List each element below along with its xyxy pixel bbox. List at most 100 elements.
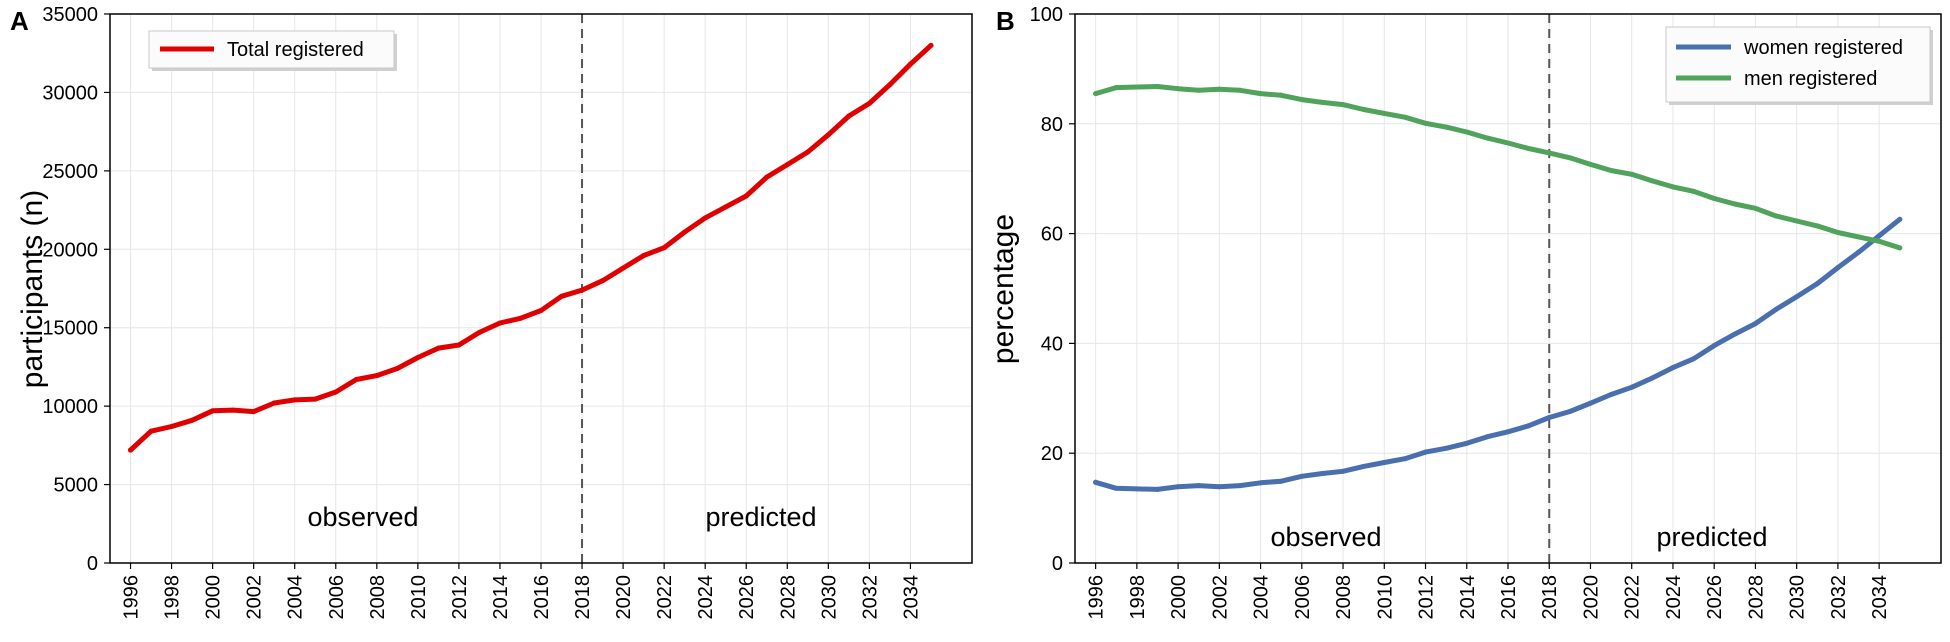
- panel-b-legend-label-women: women registered: [1743, 37, 1903, 59]
- panel-b-point-men-registered: [1258, 91, 1263, 96]
- panel-b-point-men-registered: [1629, 172, 1634, 177]
- panel-b-x-tick-label: 2034: [1869, 575, 1891, 620]
- panel-a-point-total-registered: [826, 132, 831, 137]
- panel-a-point-total-registered: [682, 230, 687, 235]
- panel-b-point-men-registered: [1114, 85, 1119, 90]
- panel-a-point-total-registered: [149, 429, 154, 434]
- panel-a-point-total-registered: [867, 101, 872, 106]
- panel-b-point-men-registered: [1753, 206, 1758, 211]
- panel-b-point-women-registered: [1506, 429, 1511, 434]
- panel-b-x-tick-label: 2030: [1787, 575, 1809, 620]
- panel-b-point-women-registered: [1423, 450, 1428, 455]
- panel-a-point-total-registered: [190, 418, 195, 423]
- panel-b-x-tick-label: 2006: [1292, 575, 1314, 620]
- figure: A 05000100001500020000250003000035000199…: [0, 0, 1950, 642]
- panel-b-point-women-registered: [1567, 409, 1572, 414]
- panel-b-point-women-registered: [1897, 217, 1902, 222]
- panel-b-x-tick-label: 2000: [1168, 575, 1190, 620]
- panel-b-point-men-registered: [1361, 107, 1366, 112]
- panel-b-x-tick-label: 2026: [1704, 575, 1726, 620]
- panel-b-point-men-registered: [1815, 223, 1820, 228]
- panel-b-legend: women registered men registered: [1666, 27, 1933, 105]
- panel-b-point-men-registered: [1567, 155, 1572, 160]
- panel-a-x-tick-label: 1996: [121, 575, 143, 620]
- panel-a-x-tick-label: 2014: [490, 575, 512, 620]
- panel-a-point-total-registered: [374, 373, 379, 378]
- panel-a-predicted-label: predicted: [705, 502, 816, 532]
- panel-a-point-total-registered: [518, 316, 523, 321]
- panel-a-chart: A 0 5000 10000 15000 20000 25000 30000 35000 199…: [10, 4, 972, 620]
- panel-b-y-tick-label: 20: [1041, 443, 1063, 465]
- panel-b-point-women-registered: [1402, 456, 1407, 461]
- panel-a-x-tick-label: 2004: [285, 575, 307, 620]
- panel-b-series: [1093, 84, 1902, 492]
- panel-b-point-women-registered: [1547, 415, 1552, 420]
- panel-a-x-tick-label: 2024: [695, 575, 717, 620]
- panel-a-point-total-registered: [395, 366, 400, 371]
- panel-a-point-total-registered: [539, 308, 544, 313]
- panel-b-point-women-registered: [1176, 484, 1181, 489]
- panel-a-point-total-registered: [251, 409, 256, 414]
- panel-b-point-men-registered: [1423, 121, 1428, 126]
- panel-a-point-total-registered: [641, 253, 646, 258]
- panel-a-point-total-registered: [846, 113, 851, 118]
- panel-b-x-tick-label: 2004: [1251, 575, 1273, 620]
- panel-b-point-women-registered: [1856, 250, 1861, 255]
- panel-b-point-women-registered: [1444, 446, 1449, 451]
- panel-a-point-total-registered: [723, 204, 728, 209]
- panel-a-point-total-registered: [600, 278, 605, 283]
- panel-b-point-women-registered: [1217, 484, 1222, 489]
- panel-b-point-women-registered: [1650, 375, 1655, 380]
- panel-a-axes-ticks: [104, 14, 910, 569]
- panel-b-point-men-registered: [1402, 115, 1407, 120]
- panel-b-point-women-registered: [1279, 479, 1284, 484]
- panel-a-x-tick-label: 2006: [326, 575, 348, 620]
- panel-b-point-women-registered: [1877, 233, 1882, 238]
- panel-b-point-men-registered: [1774, 214, 1779, 219]
- panel-a-y-tick-label: 15000: [42, 318, 98, 340]
- panel-b-y-axis-title: percentage: [987, 214, 1020, 364]
- panel-b-x-tick-label: 2002: [1209, 575, 1231, 620]
- panel-a-point-total-registered: [744, 193, 749, 198]
- panel-a-point-total-registered: [559, 294, 564, 299]
- panel-b-y-tick-label: 0: [1052, 553, 1063, 575]
- panel-b-point-women-registered: [1485, 434, 1490, 439]
- panel-b-line-men-registered: [1096, 87, 1900, 248]
- panel-b-point-men-registered: [1341, 102, 1346, 107]
- panel-b-point-women-registered: [1526, 423, 1531, 428]
- panel-b-point-men-registered: [1485, 136, 1490, 141]
- panel-b-observed-label: observed: [1270, 522, 1381, 552]
- panel-a-point-total-registered: [805, 150, 810, 155]
- panel-a-x-tick-label: 1998: [162, 575, 184, 620]
- panel-b-point-women-registered: [1237, 483, 1242, 488]
- panel-b-point-men-registered: [1526, 146, 1531, 151]
- panel-a-letter: A: [10, 6, 29, 36]
- panel-a-x-tick-label: 2008: [367, 575, 389, 620]
- panel-b-point-women-registered: [1114, 486, 1119, 491]
- panel-b-point-women-registered: [1691, 356, 1696, 361]
- panel-a-x-tick-label: 2002: [244, 575, 266, 620]
- panel-b-point-women-registered: [1134, 486, 1139, 491]
- panel-b-point-women-registered: [1670, 365, 1675, 370]
- panel-b-point-men-registered: [1155, 84, 1160, 89]
- panel-b-x-tick-label: 2022: [1622, 575, 1644, 620]
- panel-b-point-men-registered: [1299, 97, 1304, 102]
- panel-b-point-women-registered: [1835, 265, 1840, 270]
- panel-a-point-total-registered: [887, 82, 892, 87]
- panel-b-letter: B: [996, 6, 1015, 36]
- panel-b-point-men-registered: [1897, 245, 1902, 250]
- panel-a-x-tick-label: 2030: [818, 575, 840, 620]
- panel-a-x-tick-label: 2016: [531, 575, 553, 620]
- panel-b-point-women-registered: [1299, 474, 1304, 479]
- panel-b-point-men-registered: [1444, 125, 1449, 130]
- panel-b-point-women-registered: [1464, 441, 1469, 446]
- panel-a-series: [128, 43, 933, 453]
- panel-a-point-total-registered: [231, 408, 236, 413]
- panel-b-point-men-registered: [1320, 100, 1325, 105]
- panel-b-point-women-registered: [1794, 294, 1799, 299]
- panel-b-point-men-registered: [1176, 86, 1181, 91]
- panel-a-point-total-registered: [928, 43, 933, 48]
- panel-b-x-tick-label: 2008: [1333, 575, 1355, 620]
- panel-b-line-women-registered: [1096, 219, 1900, 489]
- panel-a-y-tick-label: 5000: [54, 475, 99, 497]
